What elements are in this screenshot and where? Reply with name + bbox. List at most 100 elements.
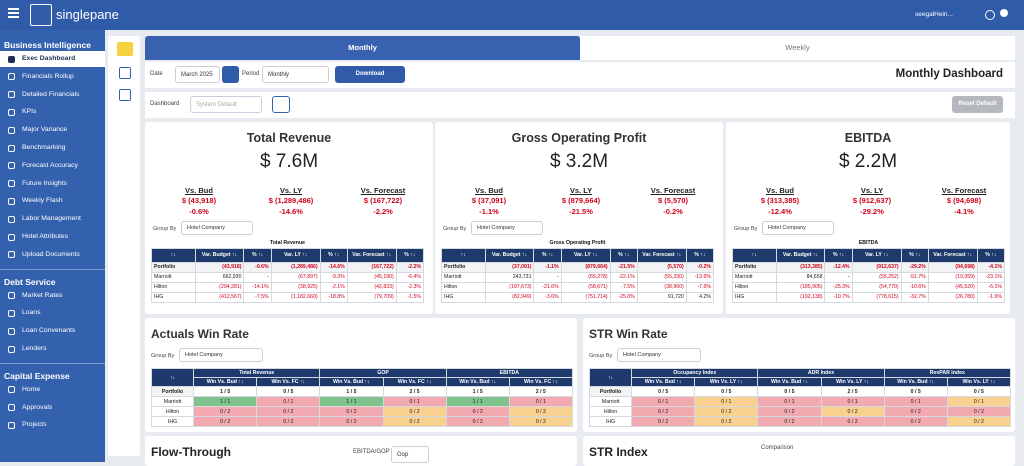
column-header[interactable]: % ↑↓ bbox=[243, 247, 272, 263]
win-cell: 0 / 2 bbox=[193, 406, 258, 417]
comparison-pct: -4.1% bbox=[954, 207, 974, 216]
group-select[interactable]: Hotel Company bbox=[181, 221, 253, 235]
column-header[interactable]: ↑↓ bbox=[441, 247, 486, 263]
group-select[interactable]: Hotel Company bbox=[471, 221, 543, 235]
column-header[interactable]: % ↑↓ bbox=[976, 247, 1006, 263]
column-header[interactable]: ↑↓ bbox=[151, 247, 196, 263]
menu-icon[interactable] bbox=[8, 8, 19, 10]
nav-item[interactable]: Approvals bbox=[0, 400, 105, 416]
column-header[interactable]: Win Vs. Bud ↑↓ bbox=[193, 377, 258, 387]
column-header[interactable]: Var. LY ↑↓ bbox=[851, 247, 902, 263]
cell: -2.2% bbox=[395, 261, 425, 273]
nav-label: Hotel Attributes bbox=[22, 233, 69, 240]
label: Dashboard bbox=[150, 101, 180, 107]
nav-item[interactable]: Loan Convenants bbox=[0, 323, 105, 339]
filter-button[interactable] bbox=[117, 42, 133, 56]
page-title: Monthly Dashboard bbox=[895, 68, 1003, 80]
nav-item[interactable]: Benchmarking bbox=[0, 140, 105, 156]
column-header[interactable]: % ↑↓ bbox=[533, 247, 562, 263]
corner-header[interactable]: ↑↓ bbox=[588, 368, 633, 387]
column-header[interactable]: Win Vs. LY ↑↓ bbox=[820, 377, 885, 387]
column-header[interactable]: Var. Budget ↑↓ bbox=[194, 247, 245, 263]
nav-item[interactable]: Market Rates bbox=[0, 288, 105, 304]
column-header[interactable]: Var. Budget ↑↓ bbox=[775, 247, 826, 263]
group-select[interactable]: Hotel Company bbox=[179, 348, 263, 362]
corner-header[interactable]: ↑↓ bbox=[150, 368, 195, 387]
period-select[interactable]: Monthly bbox=[262, 66, 329, 83]
column-header[interactable]: % ↑↓ bbox=[609, 247, 638, 263]
dashboard-select[interactable]: System Default bbox=[190, 96, 262, 113]
column-header[interactable]: Win Vs. Bud ↑↓ bbox=[757, 377, 822, 387]
nav-item[interactable]: Weekly Flash bbox=[0, 193, 105, 209]
nav-item[interactable]: Loans bbox=[0, 305, 105, 321]
group-header: ADR Index bbox=[757, 368, 885, 378]
reset-button[interactable]: Reset Default bbox=[952, 96, 1003, 113]
nav-item[interactable]: Major Variance bbox=[0, 122, 105, 138]
nav-item[interactable]: Hotel Attributes bbox=[0, 229, 105, 245]
win-cell: 0 / 1 bbox=[508, 396, 574, 407]
column-header[interactable]: % ↑↓ bbox=[685, 247, 715, 263]
column-header[interactable]: Win Vs. Bud ↑↓ bbox=[445, 377, 510, 387]
nav-item[interactable]: Financials Rollup bbox=[0, 69, 105, 85]
cell: -2.1% bbox=[319, 281, 348, 293]
tab[interactable]: Weekly bbox=[580, 36, 1015, 60]
column-header[interactable]: Var. Forecast ↑↓ bbox=[636, 247, 687, 263]
column-header[interactable]: Win Vs. FC ↑↓ bbox=[382, 377, 447, 387]
nav-item[interactable]: Exec Dashboard bbox=[0, 51, 105, 67]
edit-button[interactable] bbox=[272, 96, 290, 113]
column-header[interactable]: Win Vs. FC ↑↓ bbox=[256, 377, 321, 387]
column-header[interactable]: % ↑↓ bbox=[395, 247, 425, 263]
table-title-row: EBITDA bbox=[732, 239, 1005, 248]
user-name[interactable]: seegalHein... bbox=[915, 11, 953, 18]
label: Group By bbox=[443, 226, 467, 232]
column-header[interactable]: Win Vs. Bud ↑↓ bbox=[631, 377, 696, 387]
table-row: IHG (82,949) -3.6% (751,714) -25.0% 91,720 4.2… bbox=[441, 291, 715, 303]
row-label: Portfolio bbox=[150, 386, 195, 397]
win-cell: 0 / 2 bbox=[631, 416, 696, 427]
help-icon[interactable] bbox=[985, 10, 995, 20]
column-header[interactable]: ↑↓ bbox=[732, 247, 777, 263]
export-button[interactable] bbox=[119, 67, 131, 79]
nav-item[interactable]: Detailed Financials bbox=[0, 87, 105, 103]
column-header[interactable]: Var. Forecast ↑↓ bbox=[927, 247, 978, 263]
group-select[interactable]: Hotel Company bbox=[762, 221, 834, 235]
nav-item[interactable]: Upload Documents bbox=[0, 247, 105, 263]
cell: -18.8% bbox=[319, 291, 348, 303]
cell: (55,330) bbox=[636, 271, 687, 283]
column-header[interactable]: Var. Forecast ↑↓ bbox=[346, 247, 397, 263]
panel-title: STR Win Rate bbox=[589, 327, 668, 341]
nav-item[interactable]: Projects bbox=[0, 417, 105, 433]
win-cell: 1 / 5 bbox=[319, 386, 384, 397]
column-header[interactable]: Win Vs. LY ↑↓ bbox=[694, 377, 759, 387]
date-input[interactable]: March 2025 bbox=[175, 66, 220, 83]
column-header[interactable]: % ↑↓ bbox=[319, 247, 348, 263]
nav-label: Labor Management bbox=[22, 215, 81, 223]
column-header[interactable]: % ↑↓ bbox=[900, 247, 929, 263]
download-button[interactable]: Download bbox=[335, 66, 405, 83]
nav-item[interactable]: Future Insights bbox=[0, 176, 105, 192]
flow-select[interactable]: Gop bbox=[391, 446, 429, 463]
column-header[interactable]: Win Vs. Bud ↑↓ bbox=[319, 377, 384, 387]
nav-item[interactable]: Home bbox=[0, 382, 105, 398]
calendar-button[interactable] bbox=[222, 66, 239, 83]
column-header[interactable]: Var. LY ↑↓ bbox=[270, 247, 321, 263]
cell: (42,833) bbox=[346, 281, 397, 293]
nav-item[interactable]: Labor Management bbox=[0, 211, 105, 227]
nav-item[interactable]: KPIs bbox=[0, 104, 105, 120]
user-icon[interactable] bbox=[1000, 9, 1008, 17]
column-header[interactable]: % ↑↓ bbox=[824, 247, 853, 263]
nav-item[interactable]: Forecast Accuracy bbox=[0, 158, 105, 174]
column-header[interactable]: Win Vs. FC ↑↓ bbox=[508, 377, 574, 387]
str-index-panel: STR Index Comparison bbox=[583, 436, 1015, 466]
row-label: IHG bbox=[151, 291, 196, 303]
group-select[interactable]: Hotel Company bbox=[617, 348, 701, 362]
nav-item[interactable]: Lenders bbox=[0, 341, 105, 357]
column-header[interactable]: Win Vs. LY ↑↓ bbox=[946, 377, 1012, 387]
column-header[interactable]: Var. Budget ↑↓ bbox=[484, 247, 535, 263]
column-header[interactable]: Var. LY ↑↓ bbox=[560, 247, 611, 263]
sidebar: Business Intelligence Exec Dashboard Finan… bbox=[0, 30, 105, 462]
tab-active[interactable]: Monthly bbox=[145, 36, 580, 60]
column-header[interactable]: Win Vs. Bud ↑↓ bbox=[883, 377, 948, 387]
share-button[interactable] bbox=[119, 89, 131, 101]
